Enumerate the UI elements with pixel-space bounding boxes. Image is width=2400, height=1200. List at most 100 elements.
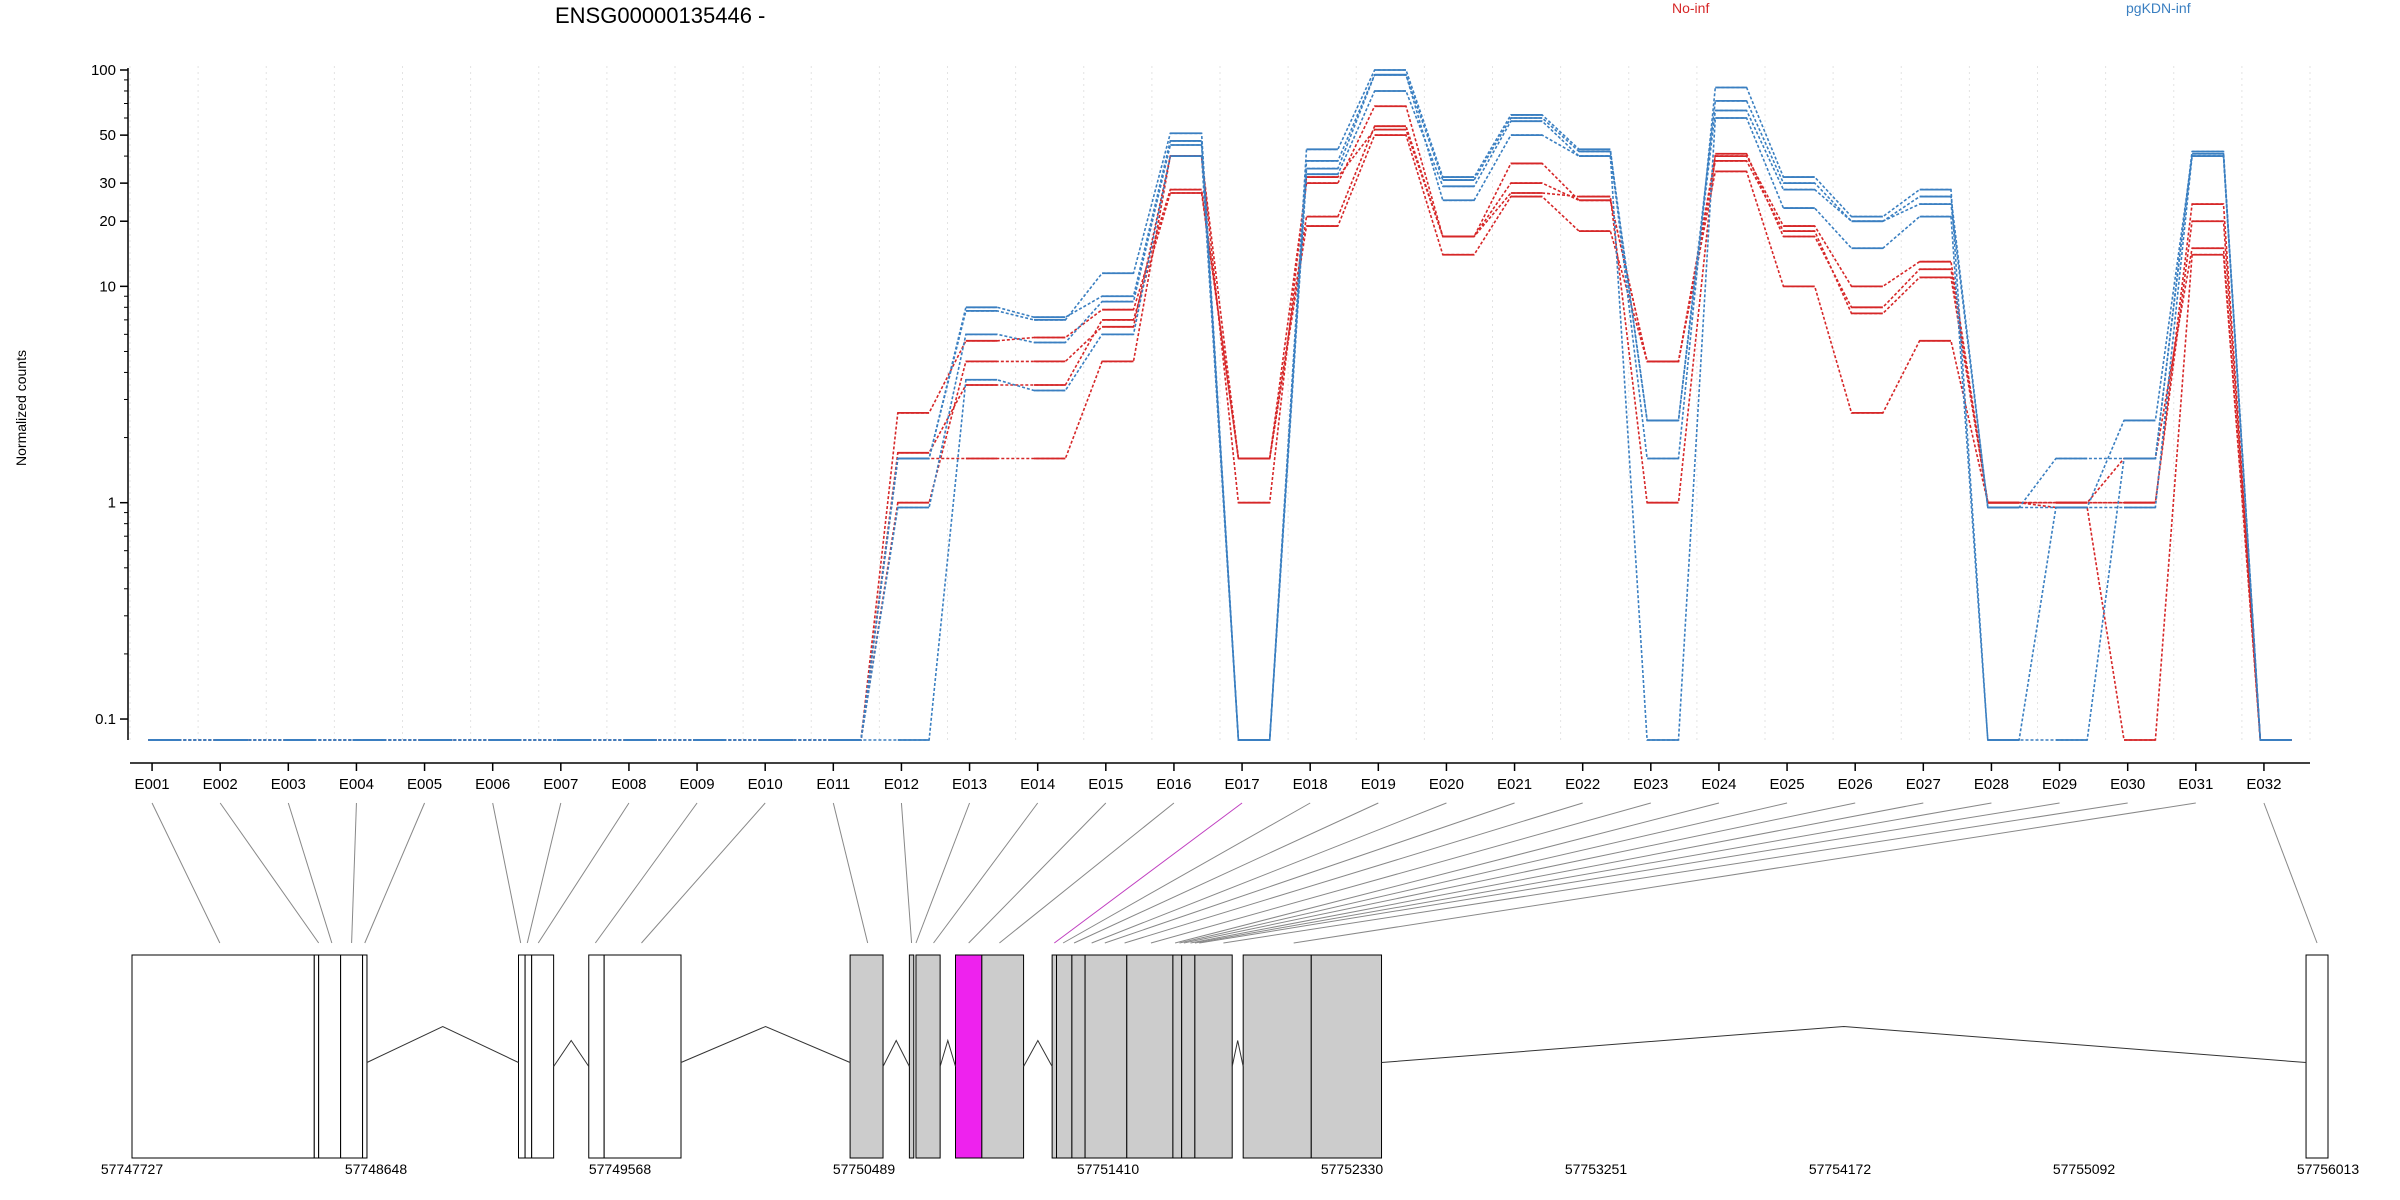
- x-tick-label-e024: E024: [1701, 776, 1736, 793]
- exon-box: [318, 954, 342, 1159]
- series-pgkdn-inf-4: [148, 69, 2292, 741]
- connector-e029: [1199, 802, 2060, 944]
- connector-e026: [1183, 802, 1856, 944]
- x-tick-label-e005: E005: [407, 776, 442, 793]
- connector-e002: [219, 802, 320, 944]
- exon-box: [362, 954, 368, 1159]
- exon-box: [1172, 954, 1183, 1159]
- x-tick-label-e001: E001: [135, 776, 170, 793]
- x-tick-label-e020: E020: [1429, 776, 1464, 793]
- connector-e001: [151, 802, 221, 944]
- connector-e021: [1104, 802, 1515, 944]
- connector-e028: [1194, 802, 1992, 944]
- legend-entry-pgkdn-inf: pgKDN-inf: [2126, 0, 2191, 16]
- connector-e015: [968, 802, 1107, 944]
- x-tick-label-e018: E018: [1293, 776, 1328, 793]
- x-tick-label-e014: E014: [1020, 776, 1055, 793]
- coordinate-label-57753251: 57753251: [1565, 1161, 1628, 1177]
- x-tick-label-e019: E019: [1361, 776, 1396, 793]
- y-tick-label-30: 30: [99, 175, 116, 192]
- coordinate-label-57750489: 57750489: [833, 1161, 896, 1177]
- connector-e023: [1150, 802, 1651, 944]
- x-tick-label-e006: E006: [475, 776, 510, 793]
- connector-e006: [492, 802, 522, 944]
- connector-e018: [1062, 802, 1311, 944]
- connector-e030: [1223, 802, 2128, 944]
- x-tick-label-e008: E008: [611, 776, 646, 793]
- exon-box: [2305, 954, 2329, 1159]
- x-tick-label-e012: E012: [884, 776, 919, 793]
- connector-e009: [594, 802, 698, 944]
- intron-line: [680, 1025, 851, 1063]
- exon-box: [1181, 954, 1196, 1159]
- exon-box: [1051, 954, 1058, 1159]
- exon-box: [524, 954, 533, 1159]
- x-tick-label-e010: E010: [748, 776, 783, 793]
- connector-e010: [641, 802, 766, 944]
- x-tick-label-e009: E009: [680, 776, 715, 793]
- connector-e007: [526, 802, 562, 944]
- exon-box: [313, 954, 320, 1159]
- exon-box: [915, 954, 941, 1159]
- exon-box: [1310, 954, 1383, 1159]
- x-tick-label-e026: E026: [1838, 776, 1873, 793]
- coordinate-label-57751410: 57751410: [1077, 1161, 1140, 1177]
- connector-e022: [1124, 802, 1583, 944]
- x-tick-label-e032: E032: [2246, 776, 2281, 793]
- connector-e013: [915, 802, 971, 944]
- intron-line: [1023, 1039, 1053, 1067]
- y-tick-label-50: 50: [99, 127, 116, 144]
- exon-box: [1071, 954, 1086, 1159]
- x-tick-label-e004: E004: [339, 776, 374, 793]
- exon-box: [517, 954, 526, 1159]
- x-tick-label-e027: E027: [1906, 776, 1941, 793]
- x-tick-label-e003: E003: [271, 776, 306, 793]
- y-tick-label-100: 100: [91, 62, 116, 79]
- connector-e004: [351, 802, 357, 944]
- y-tick-label-0-1: 0.1: [95, 711, 116, 728]
- y-tick-label-20: 20: [99, 213, 116, 230]
- connector-e014: [933, 802, 1039, 944]
- x-tick-label-e022: E022: [1565, 776, 1600, 793]
- series-pgkdn-inf-7: [148, 73, 2292, 741]
- exon-box: [1194, 954, 1233, 1159]
- exon-box: [1056, 954, 1073, 1159]
- exon-box: [603, 954, 682, 1159]
- connector-e012: [900, 802, 913, 944]
- exon-box: [908, 954, 915, 1159]
- x-tick-label-e013: E013: [952, 776, 987, 793]
- connector-e011: [832, 802, 869, 944]
- x-tick-label-e030: E030: [2110, 776, 2145, 793]
- exon-connectors: [151, 802, 2318, 944]
- x-tick-label-e029: E029: [2042, 776, 2077, 793]
- x-tick-label-e007: E007: [543, 776, 578, 793]
- connector-e027: [1190, 802, 1924, 944]
- grid: [129, 66, 2311, 740]
- y-tick-label-10: 10: [99, 278, 116, 295]
- connector-e019: [1073, 802, 1379, 944]
- intron-line: [939, 1038, 956, 1067]
- exon-box: [981, 954, 1025, 1159]
- legend-entry-no-inf: No-inf: [1672, 0, 1709, 16]
- exon-box: [131, 954, 315, 1159]
- intron-line: [1231, 1040, 1244, 1067]
- connector-e005: [364, 802, 426, 944]
- x-tick-label-e015: E015: [1088, 776, 1123, 793]
- coordinate-label-57747727: 57747727: [101, 1161, 164, 1177]
- x-tick-label-e017: E017: [1225, 776, 1260, 793]
- x-tick-label-e025: E025: [1770, 776, 1805, 793]
- x-tick-label-e002: E002: [203, 776, 238, 793]
- connector-e031: [1293, 802, 2196, 944]
- coordinate-label-57749568: 57749568: [589, 1161, 652, 1177]
- series-line-no-inf: [148, 105, 2292, 741]
- x-tick-label-e031: E031: [2178, 776, 2213, 793]
- series-lines: [148, 69, 2292, 741]
- axes: 0.1 1 10 20 30 50 100 E001 E002 E003 E004 E005 E006 E…: [91, 62, 2310, 793]
- connector-e032: [2263, 802, 2318, 944]
- x-tick-label-e021: E021: [1497, 776, 1532, 793]
- exon-box: [588, 954, 605, 1159]
- coordinate-label-57754172: 57754172: [1809, 1161, 1872, 1177]
- intron-line: [1381, 1025, 2307, 1063]
